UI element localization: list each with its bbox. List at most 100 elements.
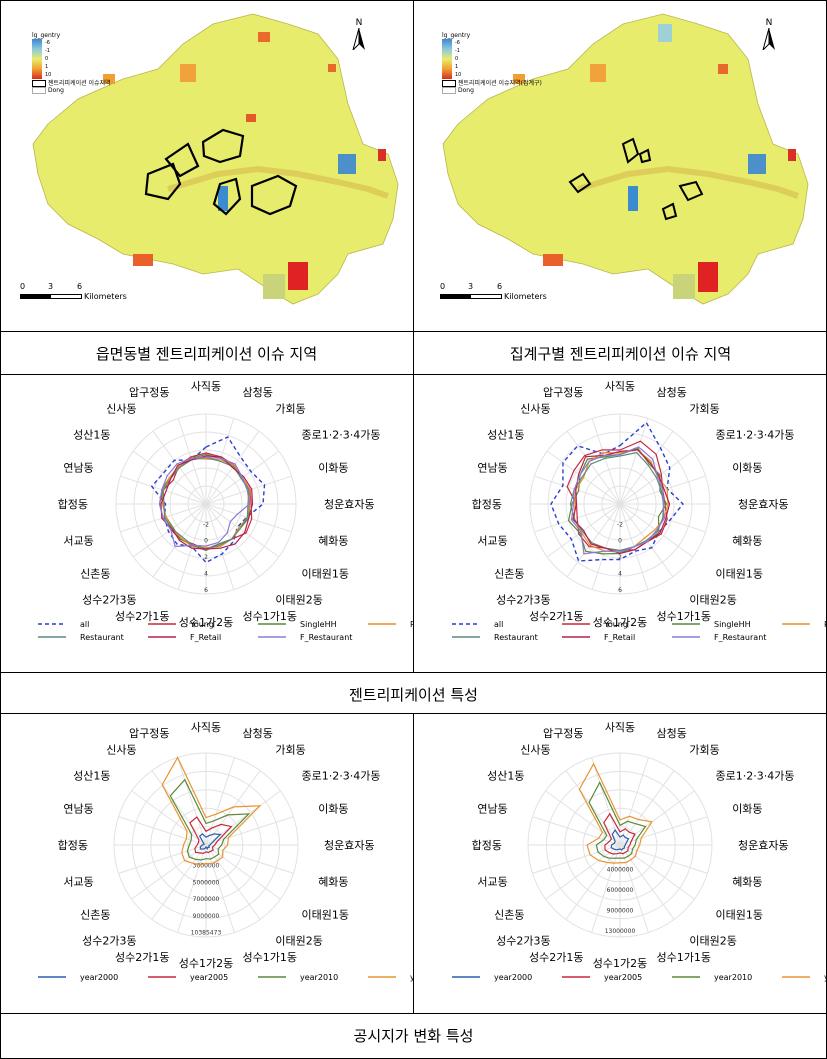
category-label: 성수1가1동 [657,610,711,623]
grid-spoke [565,844,621,920]
grid-spoke [205,844,281,900]
category-label: 성수1가2동 [593,957,647,970]
series-line-year2015 [161,756,262,866]
category-label: 합정동 [472,839,502,852]
legend-colorbar: -6 -1 0 1 10 [32,39,111,79]
scale-tick: 6 [77,282,83,291]
scale-tick: 6 [497,282,503,291]
grid-spoke [566,430,621,505]
divider-bottom [413,713,414,1013]
legend-tick: 1 [455,64,459,70]
radial-tick-label: 9000000 [193,913,220,920]
category-label: 연남동 [63,462,93,475]
radial-tick-label: -2 [203,521,209,528]
category-label: 사직동 [191,721,221,734]
scale-tick: 0 [20,282,26,291]
category-label: 이화동 [318,803,348,816]
category-label: 종로1·2·3·4가동 [302,770,381,783]
grid-spoke [545,790,621,846]
radial-tick-label: 5000000 [193,880,220,887]
map-caption-right: 집계구별 젠트리피케이션 이슈 지역 [509,345,732,363]
series-line-year2010 [588,781,647,859]
category-label: 이태원2동 [275,935,322,948]
category-label: 이태원2동 [689,935,736,948]
series-line-F_Restaurant [570,446,665,555]
scale-unit: Kilometers [504,292,547,301]
grid-spoke [118,844,207,874]
legend-label: year2015 [410,973,413,982]
legend-label: year2005 [604,973,642,982]
grid-spoke [205,844,235,933]
radial-tick-label: 10385473 [191,930,222,937]
grid-spoke [131,790,207,846]
radial-tick-label: 0 [618,538,622,545]
category-label: 서교동 [477,535,507,548]
radial-tick-label: 13000000 [605,928,636,935]
category-label: 성산1동 [73,429,110,442]
legend-tick: 0 [45,56,49,62]
legend-tick: 0 [455,56,459,62]
grid-spoke [565,770,621,846]
grid-spoke [591,418,621,505]
series-line-Restaurant [569,451,665,552]
radial-tick-label: 4000000 [607,866,634,873]
legend-label: F_Restaurant [300,633,352,642]
series-line-all [150,436,266,564]
category-label: 이태원1동 [302,567,349,580]
grid-spoke [205,844,261,920]
scale-tick: 3 [468,282,474,291]
series-line-F_Retail [160,455,254,550]
category-label: 청운효자동 [738,839,789,852]
legend-label: year2010 [714,973,752,982]
legend-issue-label: 젠트리피케이션 이슈지역 [48,80,111,87]
radial-tick-label: 6000000 [607,887,634,894]
radar-chart-landprice-left: 3000000 5000000 7000000 9000000 10385473 사직동 삼… [38,721,413,982]
series-line-all [550,421,684,562]
legend-label: SingleHH [300,620,337,629]
radial-tick-label: 4 [204,571,208,578]
category-label: 이태원1동 [302,908,349,921]
scale-tick: 0 [440,282,446,291]
legend-label: SingleHH [714,620,751,629]
series-line-year2005 [189,816,233,855]
radar-chart-gentrification-right: -2 0 2 4 6 사직동 삼청동가회동종로1·2·3·4가동이화동청운효자동혜화동이태원… [452,380,827,642]
category-label: 성수1가2동 [179,616,233,629]
scale-tick: 3 [48,282,54,291]
seoul-map-left [32,13,399,305]
category-label: 서교동 [63,876,93,889]
grid-spoke [619,418,649,505]
category-label: 성산1동 [487,770,524,783]
map-caption-left: 읍면동별 젠트리피케이션 이슈 지역 [95,345,318,363]
category-label: 삼청동 [657,386,687,399]
category-label: 압구정동 [543,727,583,740]
category-label: 성수1가1동 [243,951,297,964]
rule-4 [0,713,827,714]
grid-spoke [591,503,621,590]
grid-spoke [131,844,207,900]
grid-spoke [205,844,294,874]
category-label: 합정동 [58,498,88,511]
legend-tick: -6 [455,40,460,46]
category-label: 혜화동 [732,876,762,889]
caption-land-price: 공시지가 변화 특성 [353,1027,474,1045]
category-label: 가회동 [275,744,305,757]
grid-spoke [177,757,207,846]
category-label: 가회동 [275,403,305,416]
grid-spoke [545,844,621,900]
category-label: 이태원1동 [716,567,763,580]
north-arrow-icon: N [352,18,366,53]
category-label: 성수1가1동 [243,610,297,623]
divider-middle [413,374,414,672]
category-label: 사직동 [191,380,221,393]
category-label: 청운효자동 [324,498,375,511]
legend-label: F_Retail [604,633,635,642]
grid-spoke [205,816,294,846]
category-label: 성수2가1동 [529,610,583,623]
category-label: 청운효자동 [738,498,789,511]
scale-bar-right: 0 3 6 Kilometers [440,282,560,301]
category-label: 성수2가1동 [115,951,169,964]
category-label: 신촌동 [494,567,524,580]
legend-label: F_Retail [190,633,221,642]
rule-5 [0,1013,827,1014]
grid-spoke [619,844,695,900]
